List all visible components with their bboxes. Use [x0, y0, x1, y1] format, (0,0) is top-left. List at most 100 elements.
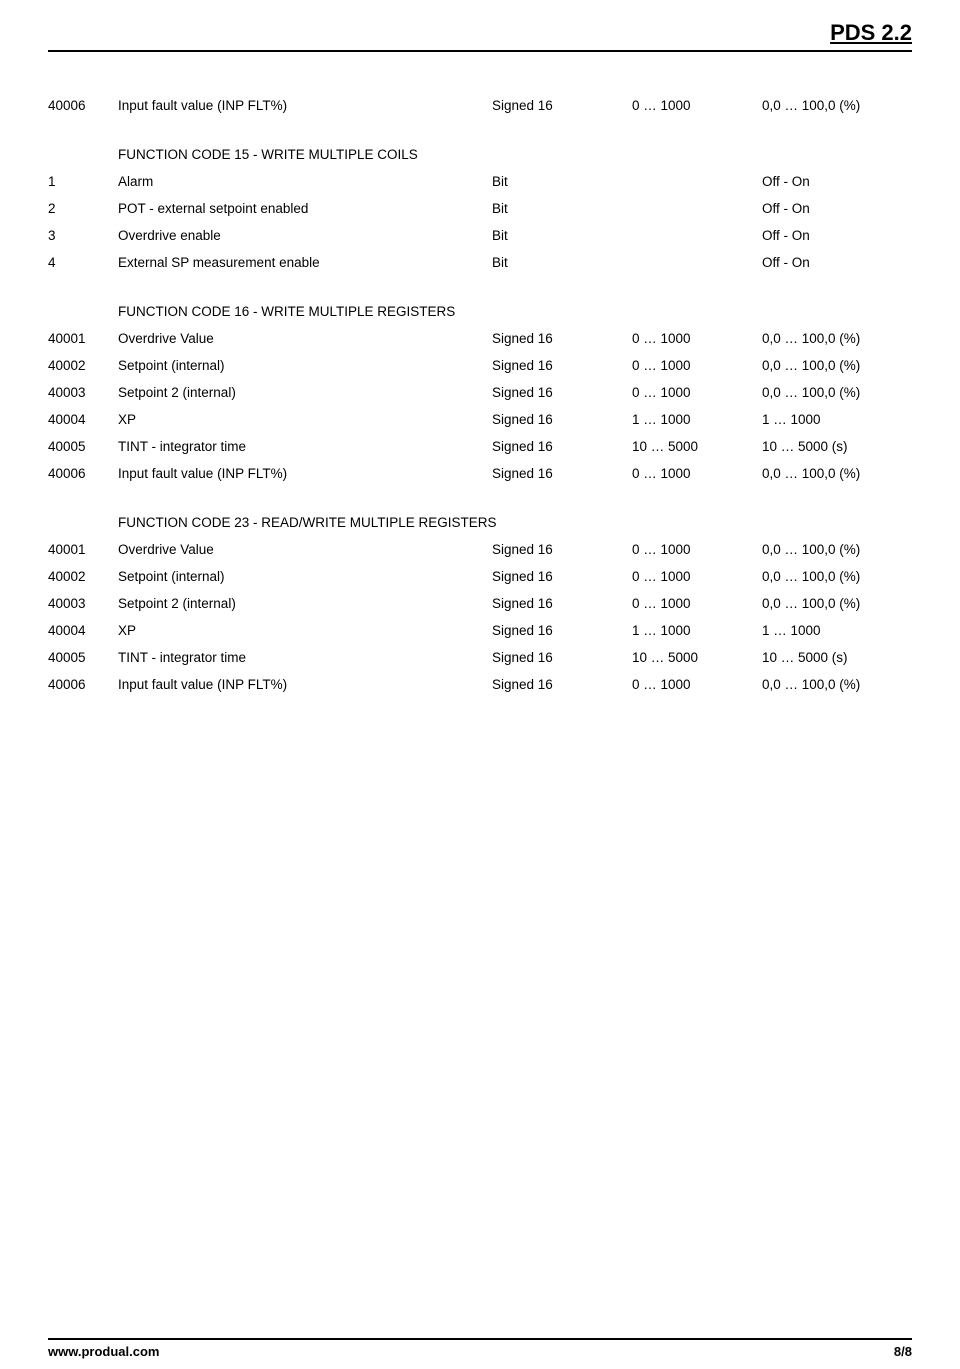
table-row: 40003 Setpoint 2 (internal) Signed 16 0 …: [48, 379, 912, 406]
cell-range: 0 … 1000: [632, 352, 762, 379]
cell-unit: 0,0 … 100,0 (%): [762, 379, 912, 406]
page: PDS 2.2 40006 Input fault value (INP FLT…: [0, 0, 960, 1369]
cell-unit: Off - On: [762, 168, 912, 195]
cell-unit: 0,0 … 100,0 (%): [762, 671, 912, 698]
cell-num: 40001: [48, 536, 118, 563]
cell-range: 0 … 1000: [632, 590, 762, 617]
cell-type: Signed 16: [492, 617, 632, 644]
table-row: 40006 Input fault value (INP FLT%) Signe…: [48, 671, 912, 698]
cell-desc: POT - external setpoint enabled: [118, 195, 492, 222]
cell-unit: 0,0 … 100,0 (%): [762, 92, 912, 119]
cell-type: Signed 16: [492, 325, 632, 352]
table-row: 40002 Setpoint (internal) Signed 16 0 … …: [48, 563, 912, 590]
table-row: 4 External SP measurement enable Bit Off…: [48, 249, 912, 276]
cell-type: Bit: [492, 249, 632, 276]
cell-type: Bit: [492, 195, 632, 222]
section-title: FUNCTION CODE 15 - WRITE MULTIPLE COILS: [118, 147, 912, 162]
table-row: 2 POT - external setpoint enabled Bit Of…: [48, 195, 912, 222]
cell-type: Signed 16: [492, 536, 632, 563]
cell-desc: Input fault value (INP FLT%): [118, 460, 492, 487]
cell-type: Bit: [492, 222, 632, 249]
section-title: FUNCTION CODE 23 - READ/WRITE MULTIPLE R…: [118, 515, 912, 530]
footer-line: www.produal.com 8/8: [48, 1344, 912, 1359]
footer-url: www.produal.com: [48, 1344, 159, 1359]
content: 40006 Input fault value (INP FLT%) Signe…: [48, 52, 912, 698]
cell-num: 40006: [48, 460, 118, 487]
cell-range: 10 … 5000: [632, 644, 762, 671]
cell-unit: 0,0 … 100,0 (%): [762, 460, 912, 487]
cell-type: Signed 16: [492, 379, 632, 406]
cell-range: 0 … 1000: [632, 671, 762, 698]
table-row: 40006 Input fault value (INP FLT%) Signe…: [48, 92, 912, 119]
cell-range: 0 … 1000: [632, 460, 762, 487]
cell-num: 2: [48, 195, 118, 222]
cell-range: 0 … 1000: [632, 563, 762, 590]
cell-unit: 1 … 1000: [762, 406, 912, 433]
cell-num: 40004: [48, 406, 118, 433]
cell-desc: Input fault value (INP FLT%): [118, 671, 492, 698]
cell-desc: Overdrive Value: [118, 325, 492, 352]
cell-unit: 10 … 5000 (s): [762, 433, 912, 460]
cell-desc: XP: [118, 406, 492, 433]
cell-num: 3: [48, 222, 118, 249]
cell-desc: Overdrive Value: [118, 536, 492, 563]
cell-num: 40002: [48, 352, 118, 379]
cell-desc: XP: [118, 617, 492, 644]
cell-desc: External SP measurement enable: [118, 249, 492, 276]
cell-type: Signed 16: [492, 563, 632, 590]
cell-type: Signed 16: [492, 406, 632, 433]
cell-unit: Off - On: [762, 249, 912, 276]
cell-unit: 0,0 … 100,0 (%): [762, 536, 912, 563]
cell-type: Signed 16: [492, 92, 632, 119]
cell-num: 40006: [48, 671, 118, 698]
section-title: FUNCTION CODE 16 - WRITE MULTIPLE REGIST…: [118, 304, 912, 319]
cell-num: 40001: [48, 325, 118, 352]
cell-num: 40005: [48, 644, 118, 671]
cell-desc: Input fault value (INP FLT%): [118, 92, 492, 119]
header-title: PDS 2.2: [830, 20, 912, 48]
cell-unit: 0,0 … 100,0 (%): [762, 325, 912, 352]
cell-unit: 0,0 … 100,0 (%): [762, 563, 912, 590]
cell-type: Signed 16: [492, 644, 632, 671]
cell-num: 40003: [48, 379, 118, 406]
table-row: 40001 Overdrive Value Signed 16 0 … 1000…: [48, 325, 912, 352]
cell-num: 4: [48, 249, 118, 276]
cell-type: Bit: [492, 168, 632, 195]
table-row: 1 Alarm Bit Off - On: [48, 168, 912, 195]
page-footer: www.produal.com 8/8: [48, 1338, 912, 1359]
cell-unit: 0,0 … 100,0 (%): [762, 352, 912, 379]
cell-desc: TINT - integrator time: [118, 433, 492, 460]
cell-unit: 0,0 … 100,0 (%): [762, 590, 912, 617]
cell-desc: Overdrive enable: [118, 222, 492, 249]
table-row: 40004 XP Signed 16 1 … 1000 1 … 1000: [48, 406, 912, 433]
cell-num: 1: [48, 168, 118, 195]
cell-desc: Setpoint 2 (internal): [118, 590, 492, 617]
cell-unit: 1 … 1000: [762, 617, 912, 644]
cell-type: Signed 16: [492, 352, 632, 379]
cell-num: 40003: [48, 590, 118, 617]
table-row: 40003 Setpoint 2 (internal) Signed 16 0 …: [48, 590, 912, 617]
table-row: 40004 XP Signed 16 1 … 1000 1 … 1000: [48, 617, 912, 644]
table-row: 40006 Input fault value (INP FLT%) Signe…: [48, 460, 912, 487]
table-row: 40002 Setpoint (internal) Signed 16 0 … …: [48, 352, 912, 379]
cell-unit: 10 … 5000 (s): [762, 644, 912, 671]
cell-num: 40004: [48, 617, 118, 644]
cell-desc: TINT - integrator time: [118, 644, 492, 671]
cell-desc: Setpoint (internal): [118, 352, 492, 379]
cell-range: 10 … 5000: [632, 433, 762, 460]
cell-range: 0 … 1000: [632, 536, 762, 563]
cell-unit: Off - On: [762, 222, 912, 249]
cell-desc: Setpoint (internal): [118, 563, 492, 590]
cell-type: Signed 16: [492, 460, 632, 487]
cell-range: 0 … 1000: [632, 92, 762, 119]
cell-num: 40005: [48, 433, 118, 460]
cell-desc: Alarm: [118, 168, 492, 195]
cell-type: Signed 16: [492, 433, 632, 460]
cell-unit: Off - On: [762, 195, 912, 222]
table-row: 40005 TINT - integrator time Signed 16 1…: [48, 433, 912, 460]
cell-desc: Setpoint 2 (internal): [118, 379, 492, 406]
cell-range: 1 … 1000: [632, 406, 762, 433]
cell-num: 40006: [48, 92, 118, 119]
page-header: PDS 2.2: [48, 0, 912, 52]
cell-range: 0 … 1000: [632, 379, 762, 406]
